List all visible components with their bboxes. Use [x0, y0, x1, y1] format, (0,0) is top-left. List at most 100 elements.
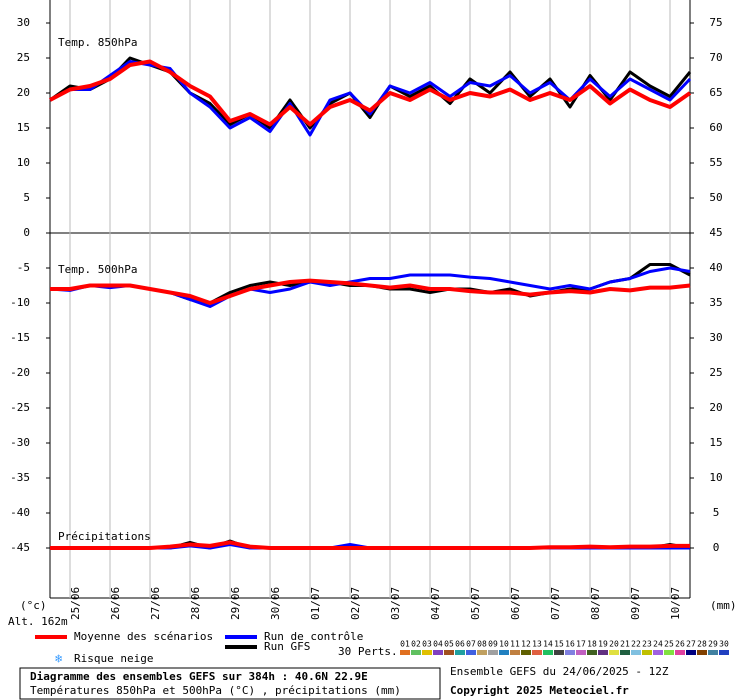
perturbations-title: 30 Perts. [338, 645, 398, 658]
perturbation-label: 07 [466, 640, 476, 649]
perturbation-label: 10 [499, 640, 509, 649]
y-tick-label: -35 [10, 471, 30, 484]
x-tick-label: 01/07 [309, 587, 322, 620]
x-tick-label: 08/07 [589, 587, 602, 620]
x-tick-label: 30/06 [269, 587, 282, 620]
perturbation-swatch [598, 650, 608, 655]
panel-label: Temp. 850hPa [58, 36, 137, 49]
perturbation-label: 14 [543, 640, 553, 649]
perturbation-label: 02 [411, 640, 421, 649]
y-tick-label: -30 [10, 436, 30, 449]
perturbation-label: 01 [400, 640, 410, 649]
perturbation-swatch [477, 650, 487, 655]
perturbation-swatch [719, 650, 729, 655]
perturbation-swatch [411, 650, 421, 655]
perturbation-label: 06 [455, 640, 465, 649]
perturbation-label: 23 [642, 640, 652, 649]
x-tick-label: 25/06 [69, 587, 82, 620]
perturbation-label: 20 [609, 640, 619, 649]
x-tick-label: 09/07 [629, 587, 642, 620]
snow-icon: ❄ [55, 652, 62, 666]
perturbation-label: 26 [675, 640, 685, 649]
x-tick-label: 27/06 [149, 587, 162, 620]
perturbation-swatch [697, 650, 707, 655]
perturbation-swatch [488, 650, 498, 655]
y2-tick-label: 20 [709, 401, 722, 414]
x-tick-label: 02/07 [349, 587, 362, 620]
y-tick-label: -15 [10, 331, 30, 344]
y-tick-label: -20 [10, 366, 30, 379]
y2-tick-label: 65 [709, 86, 722, 99]
y-tick-label: -45 [10, 541, 30, 554]
y2-tick-label: 15 [709, 436, 722, 449]
y2-tick-label: 25 [709, 366, 722, 379]
altitude: Alt. 162m [8, 615, 68, 628]
perturbation-label: 08 [477, 640, 487, 649]
perturbation-label: 28 [697, 640, 707, 649]
perturbation-swatch [609, 650, 619, 655]
perturbation-swatch [565, 650, 575, 655]
perturbation-swatch [587, 650, 597, 655]
perturbation-swatch [499, 650, 509, 655]
y-tick-label: -40 [10, 506, 30, 519]
series-line [49, 59, 692, 127]
x-tick-label: 04/07 [429, 587, 442, 620]
y-tick-label: 0 [23, 226, 30, 239]
footer-subtitle: Températures 850hPa et 500hPa (°C) , pré… [30, 684, 401, 697]
perturbation-swatch [675, 650, 685, 655]
x-tick-label: 29/06 [229, 587, 242, 620]
y-tick-label: 20 [17, 86, 30, 99]
footer-run: Ensemble GEFS du 24/06/2025 - 12Z [450, 665, 669, 678]
y2-tick-label: 45 [709, 226, 722, 239]
perturbation-swatch [631, 650, 641, 655]
x-tick-label: 07/07 [549, 587, 562, 620]
perturbation-label: 09 [488, 640, 498, 649]
perturbation-swatch [422, 650, 432, 655]
perturbation-swatch [620, 650, 630, 655]
x-tick-label: 05/07 [469, 587, 482, 620]
x-tick-label: 06/07 [509, 587, 522, 620]
perturbation-label: 30 [719, 640, 729, 649]
footer-box [19, 667, 441, 700]
y2-tick-label: 75 [709, 16, 722, 29]
perturbation-label: 12 [521, 640, 531, 649]
y2-tick-label: 60 [709, 121, 722, 134]
perturbation-swatch [543, 650, 553, 655]
perturbation-label: 13 [532, 640, 542, 649]
y2-tick-label: 5 [713, 506, 720, 519]
legend-label: Moyenne des scénarios [74, 630, 213, 643]
perturbation-label: 27 [686, 640, 696, 649]
perturbation-label: 25 [664, 640, 674, 649]
perturbation-label: 21 [620, 640, 630, 649]
y-tick-label: -25 [10, 401, 30, 414]
y-tick-label: -5 [17, 261, 30, 274]
perturbation-swatch [576, 650, 586, 655]
perturbation-label: 18 [587, 640, 597, 649]
snow-label: Risque neige [74, 652, 153, 665]
perturbation-label: 03 [422, 640, 432, 649]
x-tick-label: 28/06 [189, 587, 202, 620]
perturbation-label: 11 [510, 640, 520, 649]
perturbation-swatch [433, 650, 443, 655]
perturbation-swatch [400, 650, 410, 655]
footer-copyright: Copyright 2025 Meteociel.fr [450, 684, 629, 697]
perturbation-label: 17 [576, 640, 586, 649]
y2-axis-unit: (mm) [710, 599, 737, 612]
x-tick-label: 03/07 [389, 587, 402, 620]
perturbation-label: 04 [433, 640, 443, 649]
y2-tick-label: 30 [709, 331, 722, 344]
panel-label: Temp. 500hPa [58, 263, 137, 276]
y-tick-label: 15 [17, 121, 30, 134]
legend-label: Run GFS [264, 640, 310, 653]
y-axis-unit: (°c) [20, 599, 47, 612]
y2-tick-label: 50 [709, 191, 722, 204]
perturbation-swatch [708, 650, 718, 655]
perturbation-label: 16 [565, 640, 575, 649]
legend-label: Run de contrôle [264, 630, 363, 643]
perturbation-swatch [444, 650, 454, 655]
y-tick-label: 5 [23, 191, 30, 204]
y-tick-label: 10 [17, 156, 30, 169]
series-line [50, 540, 690, 550]
y2-tick-label: 0 [713, 541, 720, 554]
